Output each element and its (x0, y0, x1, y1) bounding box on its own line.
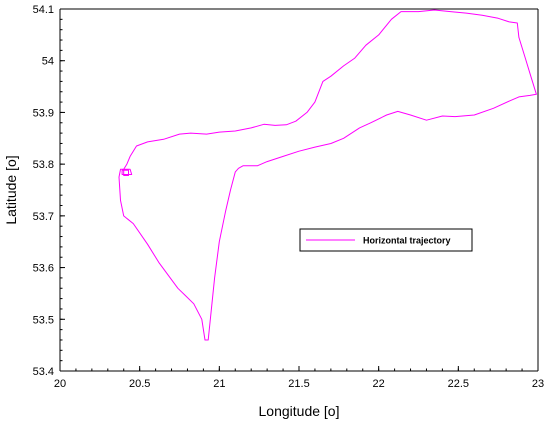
y-tick-label: 54.1 (33, 4, 54, 16)
y-axis-label: Latitude [o] (3, 155, 19, 224)
y-axis-ticks: 53.4 53.5 53.6 53.7 53.8 53.9 54 54.1 (33, 4, 65, 378)
legend-label: Horizontal trajectory (363, 236, 451, 246)
x-tick-label: 20 (54, 378, 66, 390)
x-tick-label: 21 (213, 378, 225, 390)
y-tick-label: 53.8 (33, 159, 54, 171)
x-tick-label: 22 (373, 378, 385, 390)
x-tick-label: 22.5 (448, 378, 469, 390)
y-tick-label: 53.6 (33, 263, 54, 275)
plot-frame (59, 8, 539, 372)
legend: Horizontal trajectory (299, 228, 473, 252)
series-layer (118, 9, 537, 341)
x-axis-label: Longitude [o] (259, 403, 340, 419)
y-tick-label: 53.7 (33, 211, 54, 223)
x-axis-ticks: 20 20.5 21 21.5 22 22.5 23 (54, 366, 544, 390)
y-tick-label: 53.4 (33, 366, 54, 378)
legend-box (299, 228, 473, 252)
y-tick-label: 53.9 (33, 107, 54, 119)
y-tick-label: 53.5 (33, 314, 54, 326)
x-tick-label: 21.5 (288, 378, 309, 390)
series-line-0 (118, 9, 537, 341)
x-tick-label: 20.5 (129, 378, 150, 390)
x-tick-label: 23 (532, 378, 544, 390)
y-tick-label: 54 (42, 56, 54, 68)
